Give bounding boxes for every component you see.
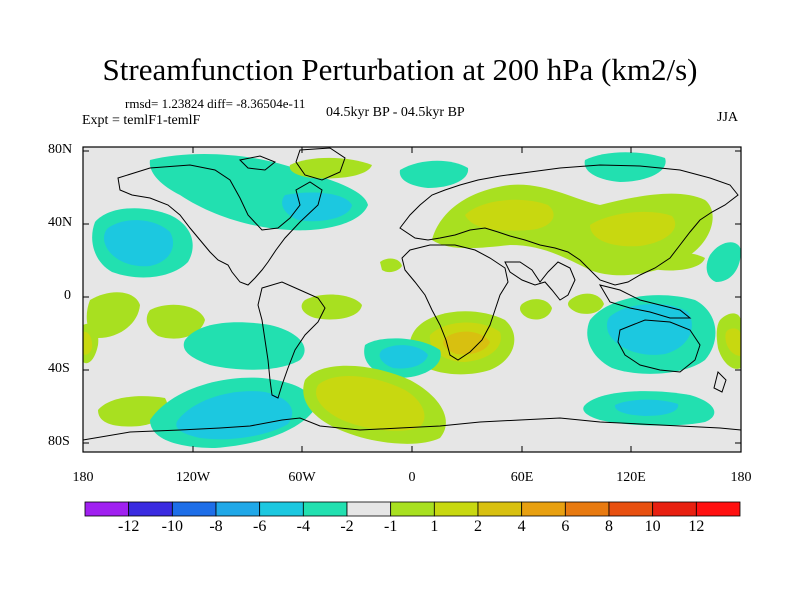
- colorbar-swatch: [477, 501, 523, 517]
- colorbar-label: -6: [252, 518, 267, 535]
- colorbar-swatch: [302, 501, 348, 517]
- colorbar-label: 6: [561, 518, 570, 535]
- colorbar-swatch: [171, 501, 217, 517]
- experiment-label: Expt = temlF1-temlF: [82, 113, 201, 128]
- contour-neg1-arctic-east: [399, 160, 469, 188]
- lat-label-40s: 40S: [48, 361, 70, 376]
- coastline-arctic-islands: [238, 155, 276, 171]
- contour-neg2-spac-large: [176, 391, 293, 440]
- contour-pos1-trop-cpac: [146, 304, 205, 339]
- lon-label-0: 0: [408, 470, 416, 485]
- colorbar-label: -4: [296, 518, 310, 535]
- contour-pos2-eastasia: [590, 211, 676, 247]
- contour-pos2-dateline-s: [725, 328, 741, 356]
- contour-pos2-satl-south: [316, 375, 425, 431]
- coastline-se-asia: [598, 284, 692, 319]
- colorbar-swatch: [608, 501, 654, 517]
- contour-neg1-spac: [183, 322, 305, 370]
- coastline-eurasia: [399, 164, 739, 286]
- coastline-new-zealand: [713, 371, 727, 393]
- axis-ticks: [82, 147, 742, 452]
- coastline-arabia-india: [504, 261, 576, 301]
- lat-label-80n: 80N: [48, 142, 73, 157]
- colorbar-swatch: [84, 501, 130, 517]
- colorbar-swatch: [695, 501, 741, 517]
- coastline-greenland: [295, 147, 346, 181]
- coastline-africa: [401, 244, 509, 361]
- lon-label-180e: 180: [730, 470, 752, 485]
- lon-label-180w: 180: [72, 470, 94, 485]
- coastline-antarctica: [82, 417, 742, 441]
- stats-label: rmsd= 1.23824 diff= -8.36504e-11: [125, 96, 306, 111]
- colorbar-swatch: [652, 501, 697, 517]
- contour-pos3-safrica: [443, 331, 490, 355]
- contour-neg2-epac: [104, 220, 174, 267]
- colorbar-swatch: [390, 501, 435, 517]
- colorbar-label: 2: [474, 518, 482, 535]
- colorbar-swatch: [215, 501, 261, 517]
- contour-pos1-ne-brazil: [301, 294, 362, 320]
- lon-label-60w: 60W: [288, 470, 316, 485]
- field-contours: [83, 152, 741, 448]
- period-label: 04.5kyr BP - 04.5kyr BP: [326, 105, 465, 120]
- coastlines: [82, 147, 742, 441]
- page-title: Streamfunction Perturbation at 200 hPa (…: [102, 52, 698, 87]
- contour-pos1-indian: [520, 299, 552, 320]
- contour-pos2-eurasia: [465, 199, 554, 231]
- contour-pos1-npac-east: [639, 252, 705, 271]
- coastline-australia: [617, 319, 701, 373]
- lat-label-80s: 80S: [48, 434, 70, 449]
- lon-label-60e: 60E: [510, 470, 534, 485]
- contour-neg1-nepac-east: [706, 242, 741, 282]
- colorbar-swatch: [564, 501, 610, 517]
- colorbar-swatch: [433, 501, 479, 517]
- colorbar-swatch: [346, 501, 392, 517]
- colorbar-label: 10: [644, 518, 661, 535]
- colorbar-swatch: [259, 501, 304, 517]
- coastline-south-america: [257, 281, 326, 399]
- colorbar-swatch: [521, 501, 566, 517]
- contour-neg2-natl: [282, 192, 352, 222]
- colorbar-label: 12: [688, 518, 705, 535]
- colorbar-label: -12: [117, 518, 140, 535]
- colorbar-label: 4: [517, 518, 526, 535]
- contour-pos1-southern-ocean-w: [98, 396, 168, 427]
- colorbar-label: -10: [161, 518, 183, 535]
- colorbar-swatch: [128, 501, 173, 517]
- contour-neg2-satl: [379, 345, 428, 369]
- contour-pos1-arctic: [289, 157, 372, 179]
- contour-pos2-west-edge: [83, 331, 93, 355]
- lat-label-0: 0: [64, 288, 71, 303]
- season-label: JJA: [717, 110, 739, 125]
- contour-pos1-natl: [380, 258, 402, 273]
- colorbar-label: -1: [383, 518, 398, 535]
- colorbar-label: 1: [430, 518, 439, 535]
- coastline-north-america: [117, 164, 323, 286]
- lat-label-40n: 40N: [48, 215, 73, 230]
- contour-pos1-nw-australia: [568, 293, 604, 314]
- colorbar-label: -8: [209, 518, 223, 535]
- contour-neg1-northeast: [584, 152, 666, 182]
- contour-neg2-indian-south: [614, 399, 679, 416]
- colorbar-label: -2: [340, 518, 354, 535]
- contour-pos1-trop-epac: [86, 292, 140, 338]
- contour-neg2-australia: [607, 304, 692, 355]
- colorbar: [84, 501, 741, 517]
- colorbar-label: 8: [605, 518, 613, 535]
- lon-label-120w: 120W: [175, 470, 211, 485]
- lon-label-120e: 120E: [616, 470, 646, 485]
